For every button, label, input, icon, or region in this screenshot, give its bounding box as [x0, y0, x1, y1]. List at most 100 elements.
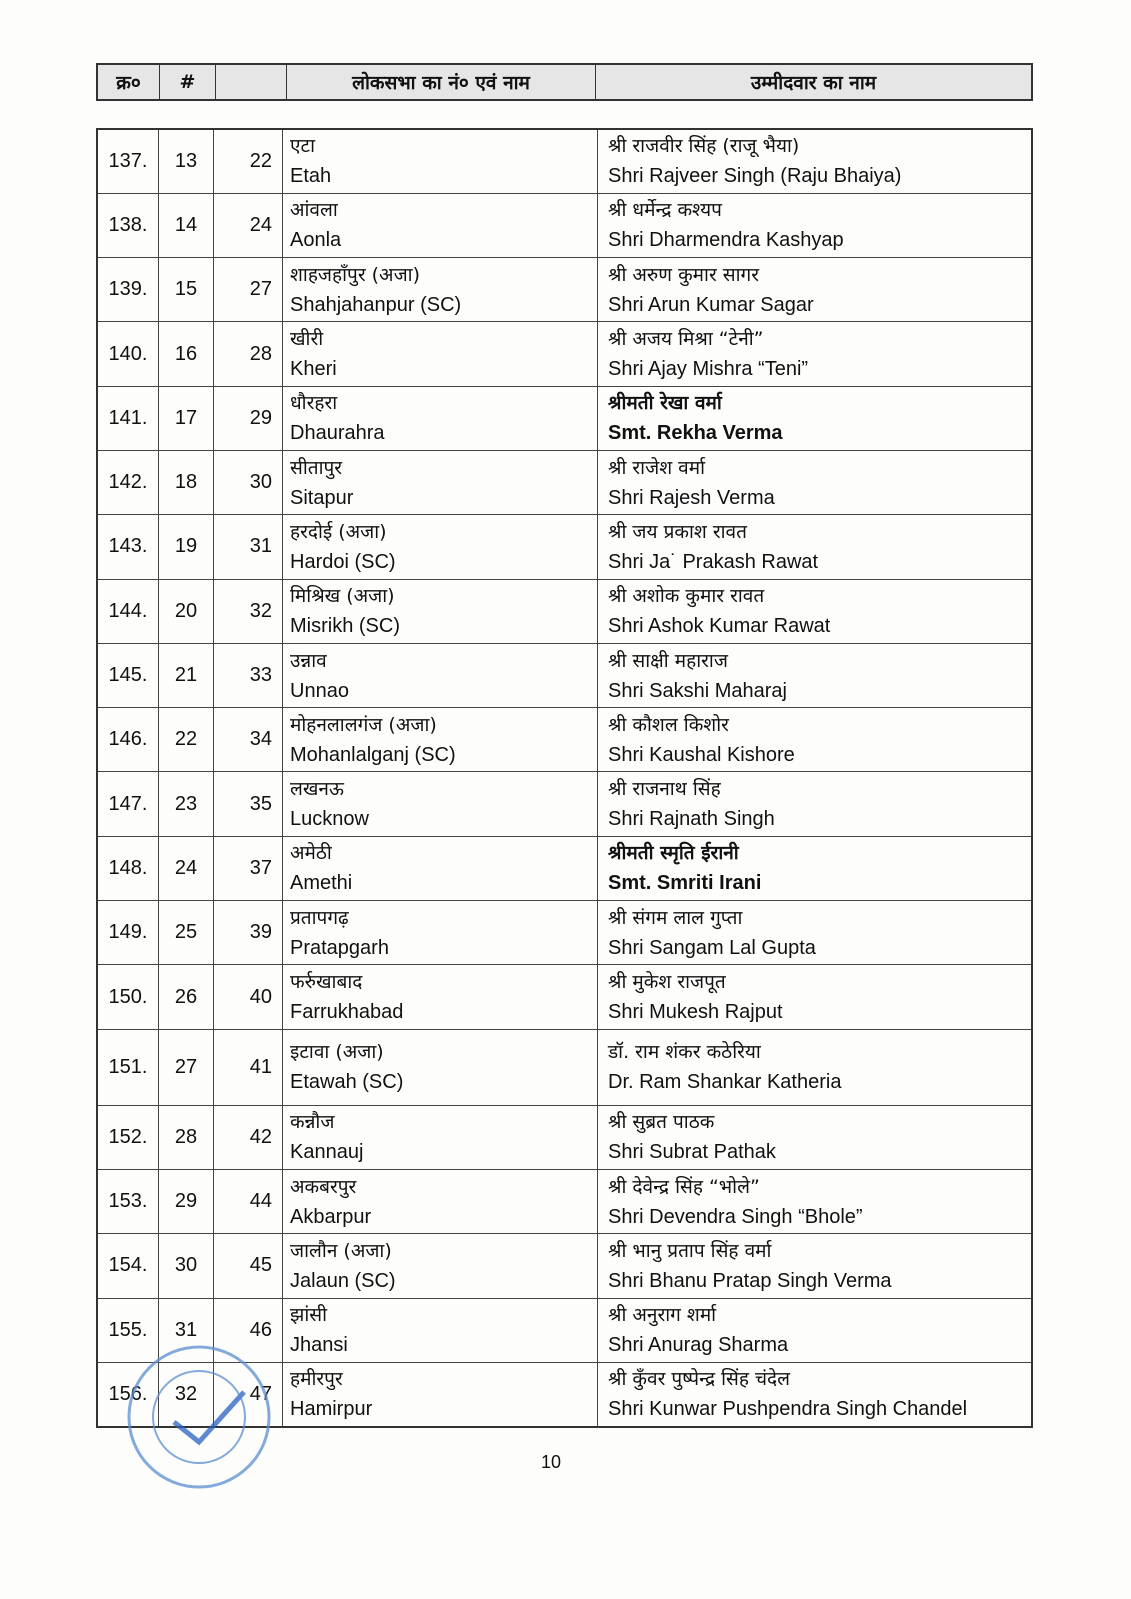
candidate-hindi: श्री राजवीर सिंह (राजू भैया) — [608, 135, 800, 158]
constituency-hindi: मोहनलालगंज (अजा) — [290, 713, 437, 736]
table-row: 144. 20 32 मिश्रिख (अजा) Misrikh (SC) श्री अश… — [96, 578, 1033, 644]
table-row: 150. 26 40 फर्रुखाबाद Farrukhabad श्री मुकेश … — [96, 964, 1033, 1030]
serial-number: 151. — [96, 1028, 159, 1106]
table-row: 151. 27 41 इटावा (अजा) Etawah (SC) डॉ. राम शं… — [96, 1028, 1033, 1106]
constituency-english: Hamirpur — [290, 1398, 373, 1421]
constituency-hindi: अकबरपुर — [290, 1175, 357, 1198]
constituency-cell: धौरहरा Dhaurahra — [282, 385, 598, 451]
constituency-hindi: जालौन (अजा) — [290, 1239, 392, 1262]
table-row: 140. 16 28 खीरी Kheri श्री अजय मिश्रा “टेनी” S… — [96, 321, 1033, 387]
constituency-english: Kannauj — [290, 1141, 364, 1164]
serial-number: 144. — [96, 578, 159, 644]
constituency-number: 45 — [213, 1233, 283, 1299]
constituency-hindi: अमेठी — [290, 842, 332, 865]
state-number: 17 — [158, 385, 214, 451]
constituency-english: Shahjahanpur (SC) — [290, 293, 462, 316]
constituency-hindi: उन्नाव — [290, 649, 327, 672]
candidate-cell: श्री धर्मेन्द्र कश्यप Shri Dharmendra Kas… — [597, 192, 1033, 259]
candidate-english: Shri Rajnath Singh — [608, 808, 775, 831]
constituency-number: 30 — [213, 449, 283, 516]
page-number: 10 — [541, 1452, 562, 1472]
candidate-hindi: श्री कुँवर पुष्पेन्द्र सिंह चंदेल — [608, 1368, 791, 1391]
candidate-hindi: श्री धर्मेन्द्र कश्यप — [608, 199, 722, 222]
state-number: 23 — [158, 771, 214, 837]
constituency-number: 33 — [213, 642, 283, 709]
constituency-english: Mohanlalganj (SC) — [290, 743, 456, 766]
constituency-english: Lucknow — [290, 808, 369, 831]
constituency-english: Aonla — [290, 229, 342, 252]
constituency-cell: अमेठी Amethi — [282, 835, 598, 902]
constituency-number: 28 — [213, 321, 283, 387]
constituency-number: 42 — [213, 1104, 283, 1170]
constituency-cell: कन्नौज Kannauj — [282, 1104, 598, 1170]
constituency-english: Akbarpur — [290, 1205, 372, 1228]
constituency-hindi: झांसी — [290, 1304, 328, 1327]
candidate-english: Shri Arun Kumar Sagar — [608, 293, 814, 316]
candidate-cell: श्री अजय मिश्रा “टेनी” Shri Ajay Mishra “… — [597, 321, 1033, 387]
table-row: 142. 18 30 सीतापुर Sitapur श्री राजेश वर्मा Sh… — [96, 449, 1033, 516]
candidate-english: Shri Devendra Singh “Bhole” — [608, 1205, 863, 1228]
constituency-cell: अकबरपुर Akbarpur — [282, 1168, 598, 1235]
state-number: 32 — [158, 1361, 214, 1428]
state-number: 15 — [158, 257, 214, 323]
serial-number: 146. — [96, 707, 159, 773]
table-row: 147. 23 35 लखनऊ Lucknow श्री राजनाथ सिंह Shri … — [96, 771, 1033, 837]
candidate-english: Shri Ashok Kumar Rawat — [608, 615, 831, 638]
candidate-cell: श्री राजनाथ सिंह Shri Rajnath Singh — [597, 771, 1033, 837]
constituency-english: Dhaurahra — [290, 422, 385, 445]
constituency-english: Jalaun (SC) — [290, 1269, 396, 1292]
constituency-cell: उन्नाव Unnao — [282, 642, 598, 709]
candidate-hindi: श्री सुब्रत पाठक — [608, 1111, 715, 1134]
state-number: 24 — [158, 835, 214, 902]
state-number: 18 — [158, 449, 214, 516]
candidate-english: Shri Rajveer Singh (Raju Bhaiya) — [608, 165, 902, 188]
candidate-english: Shri Kaushal Kishore — [608, 743, 795, 766]
table-row: 141. 17 29 धौरहरा Dhaurahra श्रीमती रेखा वर्म… — [96, 385, 1033, 451]
candidate-english: Shri Kunwar Pushpendra Singh Chandel — [608, 1398, 968, 1421]
table-row: 139. 15 27 शाहजहाँपुर (अजा) Shahjahanpur (SC… — [96, 257, 1033, 323]
candidate-english: Smt. Smriti Irani — [608, 872, 762, 895]
constituency-cell: शाहजहाँपुर (अजा) Shahjahanpur (SC) — [282, 257, 598, 323]
serial-number: 143. — [96, 514, 159, 580]
constituency-cell: हरदोई (अजा) Hardoi (SC) — [282, 514, 598, 580]
serial-number: 145. — [96, 642, 159, 709]
candidate-hindi: श्री संगम लाल गुप्ता — [608, 906, 743, 929]
serial-number: 147. — [96, 771, 159, 837]
candidate-english: Smt. Rekha Verma — [608, 422, 783, 445]
constituency-cell: मोहनलालगंज (अजा) Mohanlalganj (SC) — [282, 707, 598, 773]
state-number: 31 — [158, 1297, 214, 1363]
table-header: क्र० # लोकसभा का नं० एवं नाम उम्मीदवार क… — [96, 63, 1033, 101]
party-stamp — [127, 1345, 271, 1489]
table-row: 149. 25 39 प्रतापगढ़ Pratapgarh श्री संगम लाल… — [96, 900, 1033, 966]
candidate-english: Shri Mukesh Rajput — [608, 1001, 783, 1023]
candidate-english: Shri Ja˙ Prakash Rawat — [608, 550, 819, 573]
candidate-cell: श्री मुकेश राजपूत Shri Mukesh Rajput — [597, 964, 1033, 1030]
constituency-number: 41 — [213, 1028, 283, 1106]
candidate-cell: श्री जय प्रकाश रावत Shri Ja˙ Prakash Rawa… — [597, 514, 1033, 580]
candidate-cell: श्री अशोक कुमार रावत Shri Ashok Kumar Raw… — [597, 578, 1033, 644]
constituency-number: 24 — [213, 192, 283, 259]
candidate-cell: श्री भानु प्रताप सिंह वर्मा Shri Bhanu Pr… — [597, 1233, 1033, 1299]
constituency-number: 32 — [213, 578, 283, 644]
constituency-english: Sitapur — [290, 486, 354, 509]
candidate-hindi: श्री देवेन्द्र सिंह “भोले” — [608, 1175, 760, 1198]
state-number: 30 — [158, 1233, 214, 1299]
candidate-hindi: डॉ. राम शंकर कठेरिया — [608, 1041, 761, 1064]
constituency-hindi: सीतापुर — [290, 456, 343, 479]
candidate-english: Shri Dharmendra Kashyap — [608, 229, 844, 252]
candidate-english: Shri Anurag Sharma — [608, 1334, 789, 1357]
serial-number: 138. — [96, 192, 159, 259]
candidate-english: Shri Ajay Mishra “Teni” — [608, 358, 809, 381]
constituency-cell: फर्रुखाबाद Farrukhabad — [282, 964, 598, 1030]
header-candidate: उम्मीदवार का नाम — [750, 72, 877, 94]
serial-number: 137. — [96, 128, 159, 194]
table-row: 154. 30 45 जालौन (अजा) Jalaun (SC) श्री भानु … — [96, 1233, 1033, 1299]
constituency-cell: आंवला Aonla — [282, 192, 598, 259]
table-row: 153. 29 44 अकबरपुर Akbarpur श्री देवेन्द्र सि… — [96, 1168, 1033, 1235]
state-number: 22 — [158, 707, 214, 773]
candidate-cell: श्री सुब्रत पाठक Shri Subrat Pathak — [597, 1104, 1033, 1170]
table-row: 156. 32 47 हमीरपुर Hamirpur श्री कुँवर पुष्पे… — [96, 1361, 1033, 1428]
candidate-hindi: श्री अशोक कुमार रावत — [608, 585, 765, 608]
constituency-hindi: धौरहरा — [290, 392, 338, 415]
serial-number: 150. — [96, 964, 159, 1030]
